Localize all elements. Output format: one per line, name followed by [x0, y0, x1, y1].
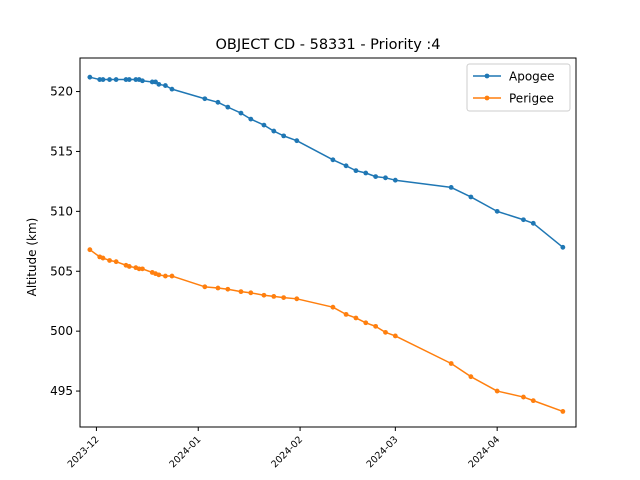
y-tick-label: 495: [50, 384, 73, 398]
data-point-apogee: [149, 79, 155, 85]
chart-title: OBJECT CD - 58331 - Priority :4: [215, 37, 440, 53]
data-point-perigee: [521, 394, 526, 400]
data-point-perigee: [202, 284, 208, 290]
data-point-perigee: [353, 315, 359, 321]
data-point-perigee: [468, 374, 474, 380]
data-point-perigee: [156, 272, 162, 278]
legend: Apogee Perigee: [466, 63, 571, 112]
data-point-apogee: [248, 116, 254, 122]
data-point-apogee: [113, 77, 119, 82]
data-point-perigee: [343, 311, 349, 317]
data-point-apogee: [373, 174, 379, 180]
legend-marker-apogee: [484, 73, 490, 79]
legend-label-perigee: Perigee: [509, 92, 554, 106]
y-tick-label: 505: [50, 264, 73, 278]
data-point-apogee: [261, 122, 267, 128]
data-point-perigee: [261, 292, 267, 298]
data-point-perigee: [107, 258, 112, 263]
data-point-apogee: [215, 99, 221, 105]
data-point-perigee: [169, 273, 175, 279]
y-axis-label: Altitude (km): [25, 218, 39, 297]
data-point-apogee: [87, 74, 93, 80]
data-point-apogee: [392, 177, 398, 183]
data-point-apogee: [343, 163, 349, 169]
data-point-apogee: [163, 83, 168, 88]
data-point-perigee: [238, 289, 244, 295]
data-point-perigee: [136, 266, 142, 272]
data-point-perigee: [494, 388, 500, 394]
data-point-apogee: [281, 133, 287, 139]
data-point-perigee: [530, 398, 536, 404]
data-point-apogee: [294, 138, 300, 144]
data-point-perigee: [330, 304, 336, 310]
data-point-perigee: [87, 247, 93, 253]
data-point-apogee: [169, 86, 175, 92]
data-point-apogee: [97, 77, 103, 82]
data-point-perigee: [163, 273, 168, 279]
data-point-perigee: [248, 290, 254, 296]
data-point-apogee: [140, 78, 145, 84]
legend-label-apogee: Apogee: [509, 70, 555, 84]
data-point-apogee: [123, 77, 129, 82]
data-point-apogee: [225, 104, 231, 110]
data-point-perigee: [363, 320, 369, 326]
y-tick-label: 500: [50, 324, 73, 338]
data-point-apogee: [271, 128, 277, 134]
data-point-perigee: [215, 285, 221, 291]
data-point-apogee: [238, 110, 244, 116]
data-point-apogee: [448, 184, 454, 190]
data-point-apogee: [330, 157, 336, 163]
data-point-apogee: [156, 81, 162, 87]
data-point-perigee: [126, 264, 132, 269]
data-point-perigee: [294, 296, 300, 302]
data-point-perigee: [373, 323, 379, 329]
data-point-apogee: [383, 175, 388, 181]
data-point-perigee: [560, 409, 566, 414]
data-point-perigee: [100, 255, 106, 261]
plot-frame: [79, 57, 577, 428]
data-point-perigee: [392, 333, 398, 339]
data-point-apogee: [126, 77, 132, 82]
data-point-apogee: [521, 217, 526, 223]
data-point-perigee: [281, 295, 287, 301]
data-point-perigee: [225, 286, 231, 292]
data-point-apogee: [468, 194, 474, 200]
data-point-apogee: [107, 77, 112, 82]
data-point-perigee: [383, 329, 388, 335]
data-point-apogee: [353, 168, 359, 174]
data-point-apogee: [530, 220, 536, 226]
data-point-apogee: [560, 244, 566, 250]
data-point-perigee: [140, 266, 145, 272]
data-point-apogee: [100, 77, 106, 82]
y-tick-label: 520: [50, 85, 73, 99]
data-point-apogee: [133, 77, 139, 82]
plot-area: [87, 74, 566, 414]
y-tick-label: 510: [50, 204, 73, 218]
data-point-apogee: [202, 96, 208, 102]
legend-marker-perigee: [484, 95, 490, 101]
data-point-apogee: [153, 79, 158, 85]
data-point-perigee: [448, 361, 454, 366]
y-tick-label: 515: [50, 144, 73, 158]
data-point-perigee: [113, 259, 119, 265]
data-point-perigee: [271, 294, 277, 299]
data-point-apogee: [363, 170, 369, 176]
data-point-apogee: [494, 208, 500, 214]
